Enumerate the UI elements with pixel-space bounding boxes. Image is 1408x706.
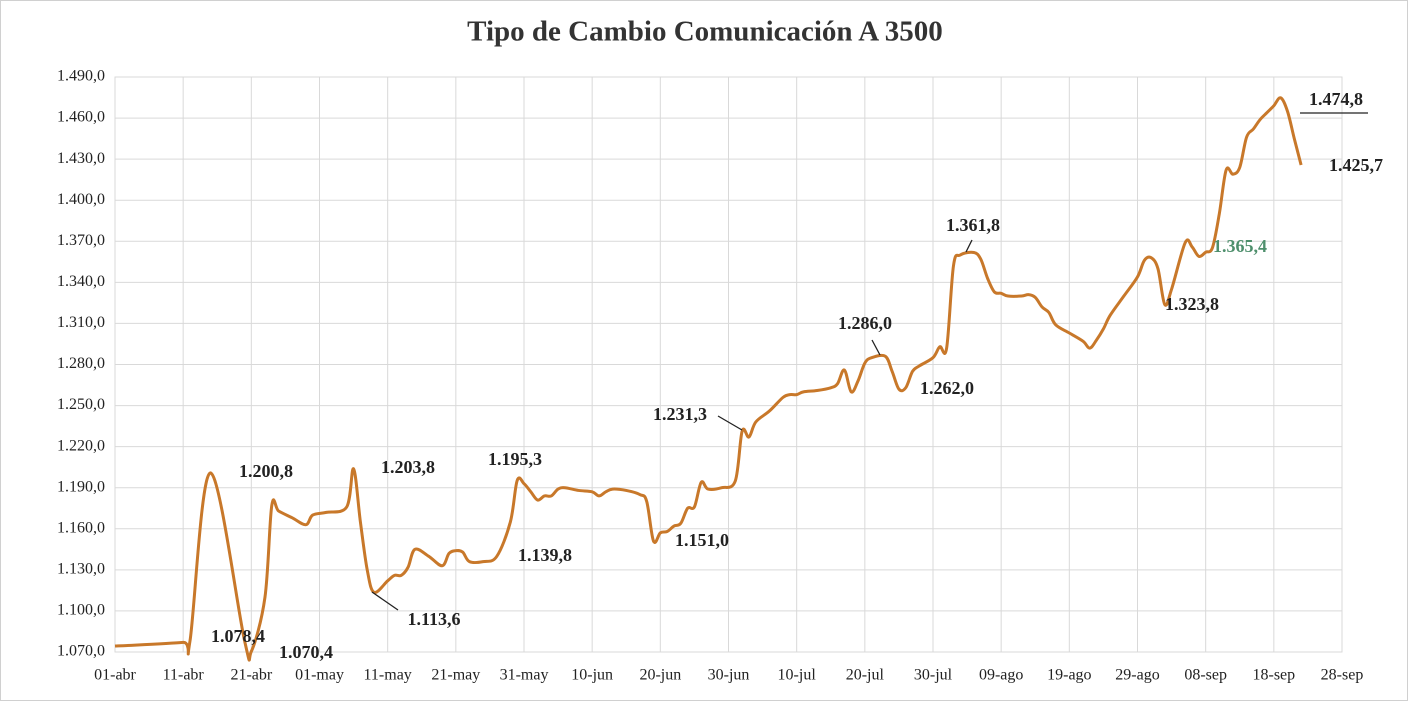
- x-tick-label: 11-abr: [163, 667, 205, 684]
- y-tick-label: 1.490,0: [57, 68, 105, 85]
- x-tick-label: 28-sep: [1321, 667, 1364, 684]
- data-label: 1.200,8: [239, 461, 293, 481]
- x-tick-label: 01-may: [295, 667, 344, 684]
- line: [114, 96, 1303, 662]
- x-tick-label: 11-may: [364, 667, 412, 684]
- data-label: 1.151,0: [675, 530, 729, 550]
- leader-line: [965, 239, 973, 253]
- data-label: 1.286,0: [838, 313, 892, 333]
- data-label: 1.070,4: [279, 642, 333, 662]
- x-tick-label: 01-abr: [94, 667, 136, 684]
- y-tick-label: 1.250,0: [57, 396, 105, 413]
- data-label: 1.323,8: [1165, 294, 1219, 314]
- y-tick-label: 1.310,0: [57, 314, 105, 331]
- leader-line: [871, 339, 881, 356]
- x-tick-label: 08-sep: [1184, 667, 1227, 684]
- x-tick-label: 30-jul: [914, 667, 953, 684]
- x-tick-label: 29-ago: [1115, 667, 1159, 684]
- x-tick-label: 10-jun: [571, 667, 613, 684]
- y-tick-label: 1.400,0: [57, 191, 105, 208]
- leader-line: [717, 415, 743, 431]
- y-tick-label: 1.160,0: [57, 519, 105, 536]
- x-tick-label: 30-jun: [708, 667, 750, 684]
- leader-line: [371, 591, 399, 611]
- y-tick-label: 1.340,0: [57, 273, 105, 290]
- x-tick-label: 20-jun: [639, 667, 681, 684]
- data-label: 1.195,3: [488, 449, 542, 469]
- y-tick-label: 1.130,0: [57, 561, 105, 578]
- chart-title: Tipo de Cambio Comunicación A 3500: [467, 16, 943, 48]
- y-tick-label: 1.190,0: [57, 478, 105, 495]
- data-label: 1.113,6: [407, 609, 460, 629]
- y-tick-label: 1.070,0: [57, 643, 105, 660]
- y-tick-label: 1.460,0: [57, 109, 105, 126]
- data-label: 1.365,4: [1213, 236, 1267, 256]
- data-label: 1.203,8: [381, 457, 435, 477]
- x-tick-label: 09-ago: [979, 667, 1023, 684]
- x-tick-label: 19-ago: [1047, 667, 1091, 684]
- y-tick-label: 1.430,0: [57, 150, 105, 167]
- x-tick-label: 20-jul: [846, 667, 885, 684]
- data-label: 1.078,4: [211, 626, 265, 646]
- data-label: 1.139,8: [518, 545, 572, 565]
- y-tick-label: 1.220,0: [57, 437, 105, 454]
- data-label: 1.425,7: [1329, 155, 1383, 175]
- x-tick-label: 18-sep: [1253, 667, 1296, 684]
- x-tick-label: 21-may: [431, 667, 480, 684]
- data-label: 1.474,8: [1309, 89, 1363, 109]
- data-label: 1.361,8: [946, 215, 1000, 235]
- y-tick-label: 1.280,0: [57, 355, 105, 372]
- data-label: 1.231,3: [653, 404, 707, 424]
- x-tick-label: 31-may: [500, 667, 549, 684]
- x-tick-label: 10-jul: [778, 667, 817, 684]
- x-tick-label: 21-abr: [230, 667, 272, 684]
- y-tick-label: 1.100,0: [57, 602, 105, 619]
- y-tick-label: 1.370,0: [57, 232, 105, 249]
- data-label: 1.262,0: [920, 378, 974, 398]
